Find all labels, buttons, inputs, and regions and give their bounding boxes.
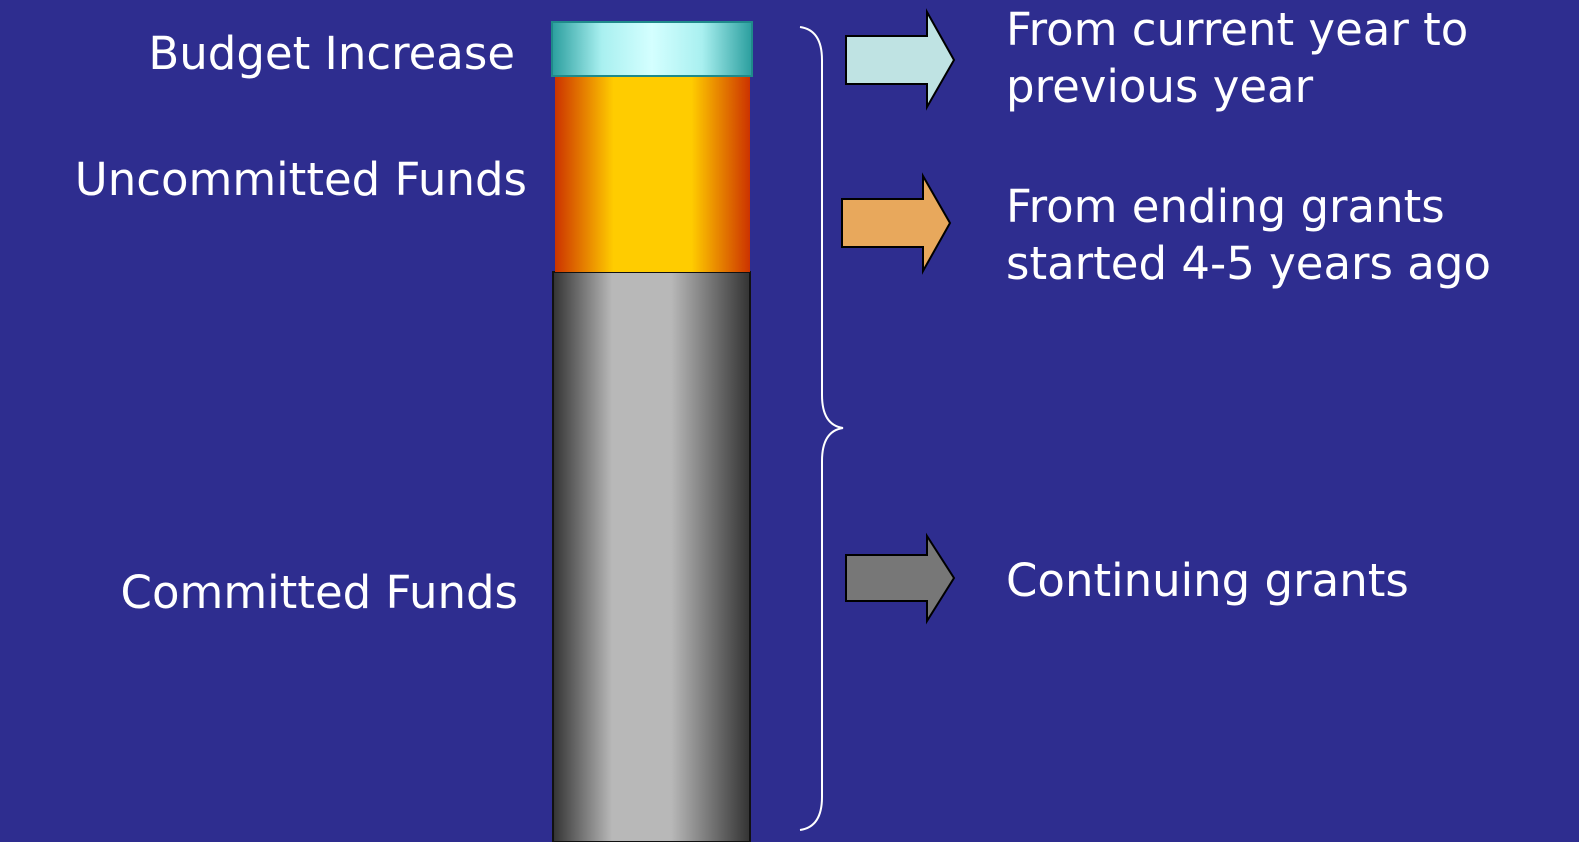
segment-label: Committed Funds <box>121 566 518 619</box>
committed-segment <box>552 271 751 842</box>
column <box>551 21 753 842</box>
description: From ending grants <box>1006 180 1445 233</box>
arrow-teal <box>845 8 956 111</box>
brace <box>799 26 844 831</box>
description: Continuing grants <box>1006 554 1409 607</box>
arrow-gray <box>845 532 956 625</box>
budget-increase-segment <box>551 21 753 77</box>
description: From current year to <box>1006 3 1468 56</box>
description: started 4-5 years ago <box>1006 237 1491 290</box>
uncommitted-segment <box>555 76 750 272</box>
segment-label: Uncommitted Funds <box>75 153 527 206</box>
arrow-orange <box>841 172 952 275</box>
description: previous year <box>1006 60 1314 113</box>
segment-label: Budget Increase <box>148 27 515 80</box>
